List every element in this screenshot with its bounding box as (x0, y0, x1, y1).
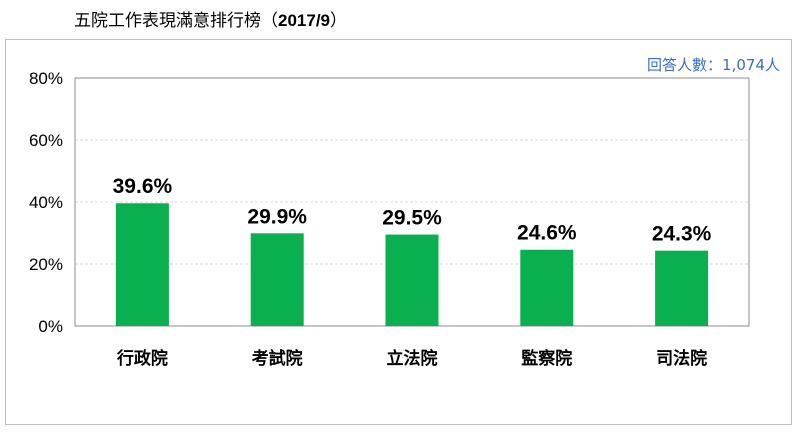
x-category-label: 司法院 (656, 348, 707, 369)
data-label: 24.3% (652, 223, 712, 246)
data-label: 29.9% (247, 205, 307, 228)
bar (250, 233, 304, 326)
y-tick-label: 0% (38, 317, 63, 336)
page-title-close: ） (330, 11, 347, 31)
bar (520, 249, 574, 326)
x-category-label: 行政院 (116, 348, 168, 369)
bar (655, 250, 709, 326)
y-tick-label: 20% (29, 255, 63, 274)
y-tick-label: 80% (29, 69, 63, 88)
page-title: 五院工作表現滿意排行榜（2017/9） (74, 6, 347, 31)
data-label: 24.6% (517, 222, 577, 245)
y-tick-label: 60% (29, 131, 63, 150)
respondent-count: 回答人數：1,074人 (647, 56, 780, 74)
bar (115, 203, 169, 326)
bar (385, 234, 439, 326)
page-title-date: 2017/9 (278, 11, 330, 30)
x-category-label: 監察院 (521, 348, 572, 369)
x-category-label: 立法院 (387, 348, 438, 369)
x-category-label: 考試院 (251, 348, 303, 369)
page-title-text: 五院工作表現滿意排行榜（ (74, 11, 278, 31)
data-label: 39.6% (113, 175, 173, 198)
data-label: 29.5% (382, 207, 442, 230)
y-tick-label: 40% (29, 193, 63, 212)
